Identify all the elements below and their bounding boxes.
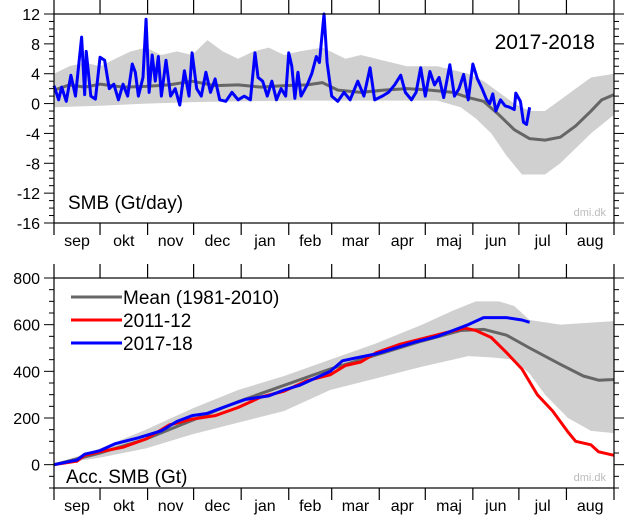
y-tick-label: 8 [31,37,40,54]
x-tick-label-feb: feb [299,498,321,515]
x-tick-label-sep: sep [64,498,90,515]
y-tick-label: 0 [31,458,40,475]
x-tick-label-apr: apr [391,498,415,515]
x-tick-label-dec: dec [204,498,230,515]
x-tick-label-jun: jun [484,498,506,515]
y-tick-label: 0 [31,97,40,114]
daily-smb-panel: 12 8 4 0 -4 -8 -12 -16 sep okt nov dec jan feb mar apr m… [17,0,624,250]
x-tick-label-nov: nov [158,498,184,515]
legend-label-2017: 2017-18 [123,334,193,355]
x-tick-label-nov: nov [158,233,184,250]
range-band [54,301,614,465]
y-tick-label: -12 [17,186,40,203]
current-season-line [52,12,532,126]
x-tick-label-jan: jan [253,233,275,250]
x-tick-label-jan: jan [253,498,275,515]
season-2011-12-line [53,326,615,467]
panel-title: 2017-2018 [495,31,595,54]
x-tick-label-feb: feb [299,233,321,250]
x-tick-label-jul: jul [534,498,551,515]
y-tick-label: -16 [17,216,40,233]
x-tick-label-apr: apr [391,233,415,250]
x-tick-label-okt: okt [113,498,135,515]
watermark: dmi.dk [574,207,607,219]
x-tick-label-aug: aug [577,498,604,515]
x-tick-label-aug: aug [577,233,604,250]
y-tick-label: -4 [26,126,40,143]
y-tick-label: -8 [26,156,40,173]
legend: Mean (1981-2010) 2011-12 2017-18 [71,288,279,355]
y-tick-label: 12 [22,7,40,24]
y-tick-label: 4 [31,67,40,84]
accumulated-smb-panel: 800 600 400 200 0 sep okt nov dec jan feb mar apr maj… [13,264,624,515]
y-axis-label: Acc. SMB (Gt) [66,467,187,488]
y-tick-label: 200 [13,411,40,428]
x-tick-label-mar: mar [342,498,370,515]
legend-label-2011: 2011-12 [123,311,191,332]
legend-label-mean: Mean (1981-2010) [123,288,279,309]
range-band [54,40,614,175]
x-tick-label-jun: jun [484,233,506,250]
x-tick-label-sep: sep [64,233,90,250]
season-2017-18-line [53,316,531,467]
x-tick-label-maj: maj [436,498,462,515]
y-tick-label: 400 [13,364,40,381]
y-tick-label: 800 [13,271,40,288]
x-tick-label-jul: jul [534,233,551,250]
y-tick-label: 600 [13,318,40,335]
watermark: dmi.dk [574,472,607,484]
y-axis-label: SMB (Gt/day) [68,193,183,214]
x-tick-label-maj: maj [436,233,462,250]
x-tick-label-mar: mar [342,233,370,250]
x-tick-label-dec: dec [204,233,230,250]
x-tick-label-okt: okt [113,233,135,250]
